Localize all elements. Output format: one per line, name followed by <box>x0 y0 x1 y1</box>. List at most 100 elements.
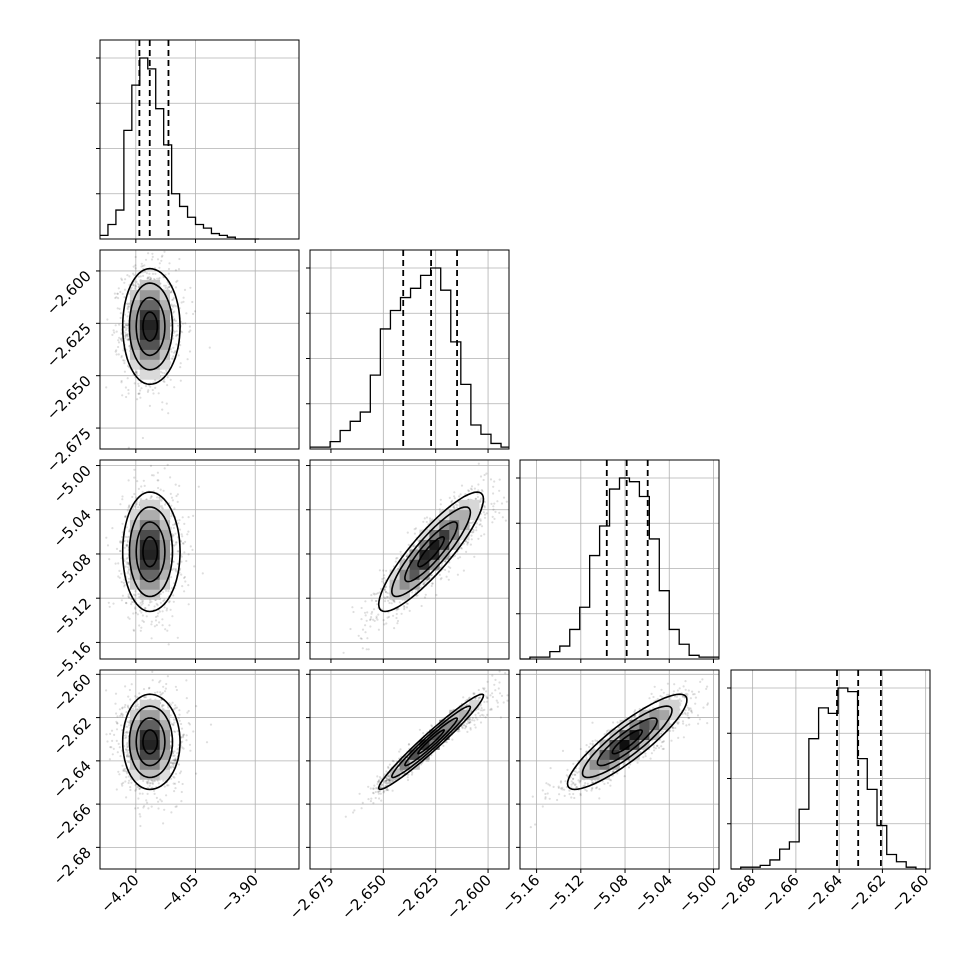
scatter-point <box>479 475 483 478</box>
scatter-point <box>163 785 166 788</box>
scatter-point <box>424 580 427 583</box>
histogram-step <box>310 267 509 448</box>
scatter-point <box>173 310 176 313</box>
scatter-point <box>124 565 127 568</box>
scatter-point <box>146 277 149 280</box>
scatter-point <box>174 543 177 546</box>
scatter-point <box>177 268 181 271</box>
joint-panel-2-0 <box>96 459 300 663</box>
scatter-point <box>157 392 160 395</box>
scatter-point <box>121 498 124 501</box>
scatter-point <box>124 329 127 332</box>
scatter-point <box>425 520 428 524</box>
scatter-point <box>197 485 200 488</box>
scatter-point <box>133 284 136 287</box>
scatter-point <box>470 538 473 541</box>
scatter-point <box>170 303 173 306</box>
scatter-point <box>157 800 160 803</box>
scatter-point <box>169 348 172 351</box>
scatter-point <box>416 594 419 597</box>
scatter-point <box>128 302 131 305</box>
scatter-point <box>143 264 146 267</box>
scatter-point <box>181 322 185 325</box>
scatter-point <box>173 507 176 510</box>
scatter-point <box>458 556 462 559</box>
scatter-point <box>133 274 136 277</box>
scatter-point <box>170 350 173 353</box>
scatter-point <box>147 277 150 280</box>
scatter-point <box>171 357 174 360</box>
scatter-point <box>168 285 171 289</box>
scatter-point <box>414 527 418 530</box>
scatter-point <box>485 512 488 515</box>
scatter-point <box>366 611 369 614</box>
scatter-point <box>127 479 130 482</box>
scatter-point <box>119 337 122 341</box>
scatter-point <box>140 626 143 629</box>
scatter-point <box>133 476 136 479</box>
scatter-point <box>377 628 380 631</box>
scatter-point <box>125 324 129 327</box>
panel-bg <box>100 250 299 449</box>
scatter-point <box>166 376 169 379</box>
scatter-point <box>175 541 178 544</box>
scatter-point <box>422 583 425 586</box>
scatter-point <box>127 388 130 392</box>
scatter-point <box>111 333 114 336</box>
density-cell <box>149 299 161 311</box>
scatter-point <box>127 695 130 698</box>
scatter-point <box>342 651 345 654</box>
scatter-point <box>476 495 479 499</box>
scatter-point <box>120 338 123 341</box>
scatter-point <box>425 516 429 519</box>
scatter-point <box>141 619 144 622</box>
scatter-point <box>178 257 181 261</box>
scatter-point <box>187 530 190 533</box>
scatter-point <box>393 600 396 604</box>
scatter-point <box>170 496 174 499</box>
hist-panel-3 <box>727 669 931 873</box>
scatter-point <box>141 264 144 268</box>
scatter-point <box>502 496 506 499</box>
scatter-point <box>136 806 140 810</box>
scatter-point <box>174 350 177 353</box>
scatter-point <box>430 584 433 588</box>
scatter-point <box>175 330 178 333</box>
scatter-point <box>117 287 120 290</box>
scatter-point <box>173 386 176 389</box>
scatter-point <box>371 610 374 614</box>
panel-bg <box>731 670 930 869</box>
scatter-point <box>114 296 117 300</box>
hist-panel-0 <box>96 39 300 243</box>
scatter-point <box>176 279 179 282</box>
scatter-point <box>132 283 135 286</box>
scatter-point <box>186 358 189 361</box>
scatter-point <box>193 310 197 313</box>
scatter-point <box>127 303 130 306</box>
scatter-point <box>191 300 194 304</box>
scatter-point <box>172 331 175 335</box>
scatter-point <box>390 602 393 605</box>
scatter-point <box>127 332 130 336</box>
scatter-point <box>106 544 110 547</box>
scatter-point <box>171 337 175 340</box>
scatter-point <box>134 789 137 792</box>
scatter-point <box>124 331 127 334</box>
scatter-point <box>493 517 496 521</box>
scatter-point <box>472 529 475 532</box>
scatter-point <box>179 344 182 347</box>
scatter-point <box>123 585 126 588</box>
scatter-point <box>112 329 115 332</box>
scatter-point <box>160 800 163 803</box>
scatter-point <box>384 585 388 588</box>
scatter-point <box>373 619 376 623</box>
scatter-point <box>492 485 495 488</box>
scatter-point <box>163 284 166 287</box>
scatter-point <box>126 536 129 539</box>
scatter-point <box>377 613 380 616</box>
scatter-point <box>360 637 363 640</box>
scatter-point <box>162 380 165 383</box>
scatter-point <box>179 379 182 382</box>
scatter-point <box>129 788 132 792</box>
hist-panel-2 <box>516 459 720 663</box>
